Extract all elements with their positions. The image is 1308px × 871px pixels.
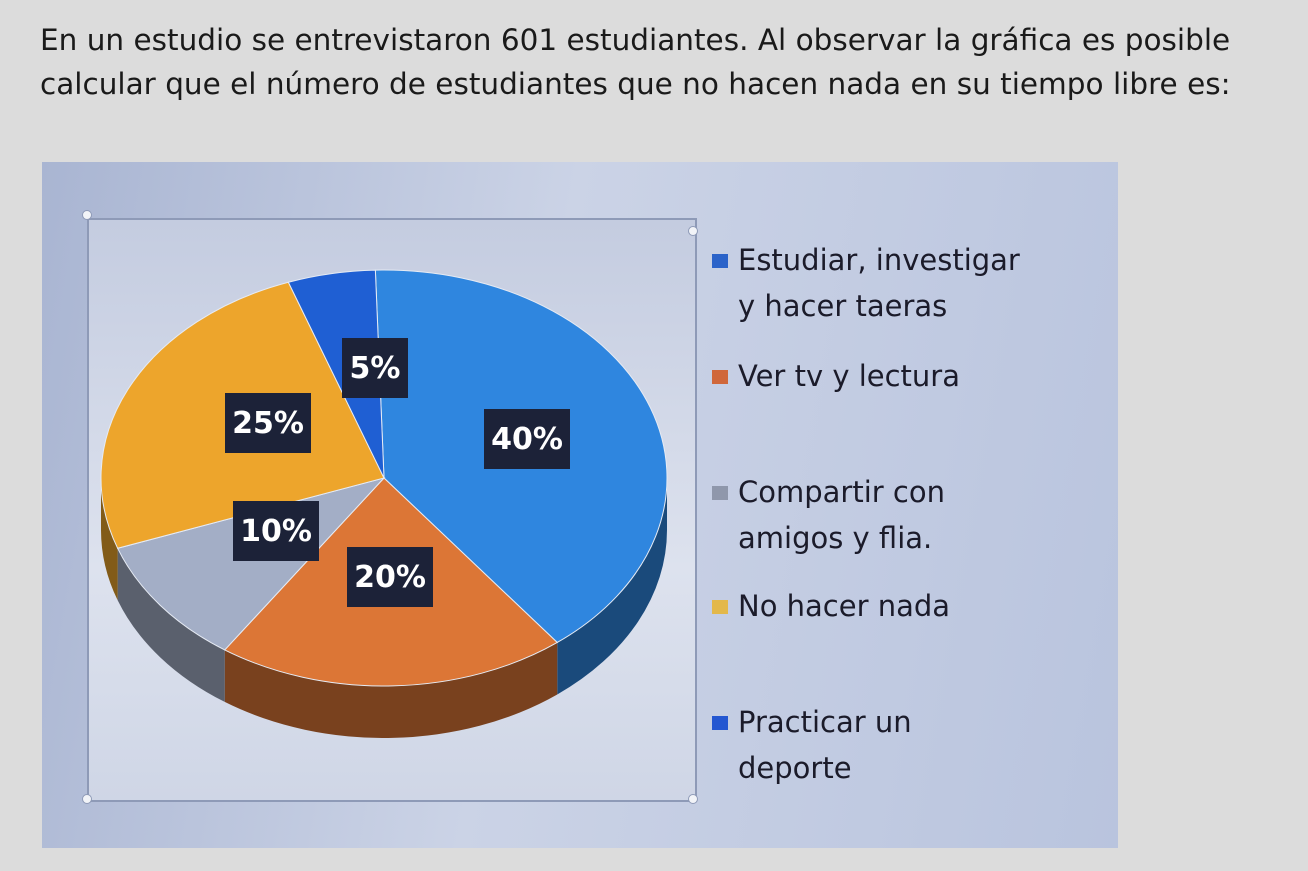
legend-label: Compartir con (738, 475, 945, 509)
data-label-box (484, 409, 570, 469)
data-label-ver-tv-y-lectura: 20% (347, 547, 433, 607)
data-label-practicar-un-deporte: 5% (342, 338, 408, 398)
resize-handle[interactable] (688, 794, 698, 804)
data-label-no-hacer-nada: 25% (225, 393, 311, 453)
pie-slice-practicar-un-deporte[interactable] (287, 269, 385, 479)
pie-slice-side-estudiar-investigar-y-hacer-taeras (557, 478, 667, 695)
legend-swatch (712, 486, 728, 500)
pie-slice-side-ver-tv-y-lectura (224, 642, 558, 739)
legend-item-compartir: Compartir con amigos y flia. (712, 475, 945, 561)
data-label-box (233, 501, 319, 561)
data-label-box (342, 338, 408, 398)
data-label-text: 40% (491, 422, 563, 457)
data-label-compartir-con-amigos-y-flia: 10% (233, 501, 319, 561)
legend-label: Estudiar, investigar (738, 243, 1020, 277)
question-line-2: calcular que el número de estudiantes qu… (40, 67, 1231, 101)
legend-label: Practicar un (738, 705, 912, 739)
question-line-1: En un estudio se entrevistaron 601 estud… (40, 23, 1231, 57)
legend-item-estudiar: Estudiar, investigar y hacer taeras (712, 243, 1020, 329)
legend-item-no-hacer-nada: No hacer nada (712, 589, 950, 629)
data-label-text: 25% (232, 406, 304, 441)
data-label-box (347, 547, 433, 607)
pie-slice-side-no-hacer-nada (101, 478, 118, 601)
legend-item-ver-tv: Ver tv y lectura (712, 359, 960, 399)
data-label-box (225, 393, 311, 453)
legend-label: No hacer nada (738, 589, 951, 623)
resize-handle[interactable] (688, 226, 698, 236)
legend-swatch (712, 600, 728, 614)
question-text: En un estudio se entrevistaron 601 estud… (40, 18, 1300, 106)
data-label-estudiar-investigar-y-hacer-taeras: 40% (484, 409, 570, 469)
legend-swatch (712, 370, 728, 384)
legend-label: y hacer taeras (738, 289, 948, 323)
legend-swatch (712, 254, 728, 268)
pie-slice-side-compartir-con-amigos-y-flia (117, 548, 225, 702)
legend-label: deporte (738, 751, 852, 785)
legend-item-deporte: Practicar un deporte (712, 705, 912, 791)
data-label-text: 20% (354, 560, 426, 595)
legend-label: amigos y flia. (738, 521, 933, 555)
legend-label: Ver tv y lectura (738, 359, 960, 393)
resize-handle[interactable] (82, 794, 92, 804)
data-label-text: 10% (240, 514, 312, 549)
legend-swatch (712, 716, 728, 730)
data-label-text: 5% (350, 351, 401, 386)
resize-handle[interactable] (82, 210, 92, 220)
